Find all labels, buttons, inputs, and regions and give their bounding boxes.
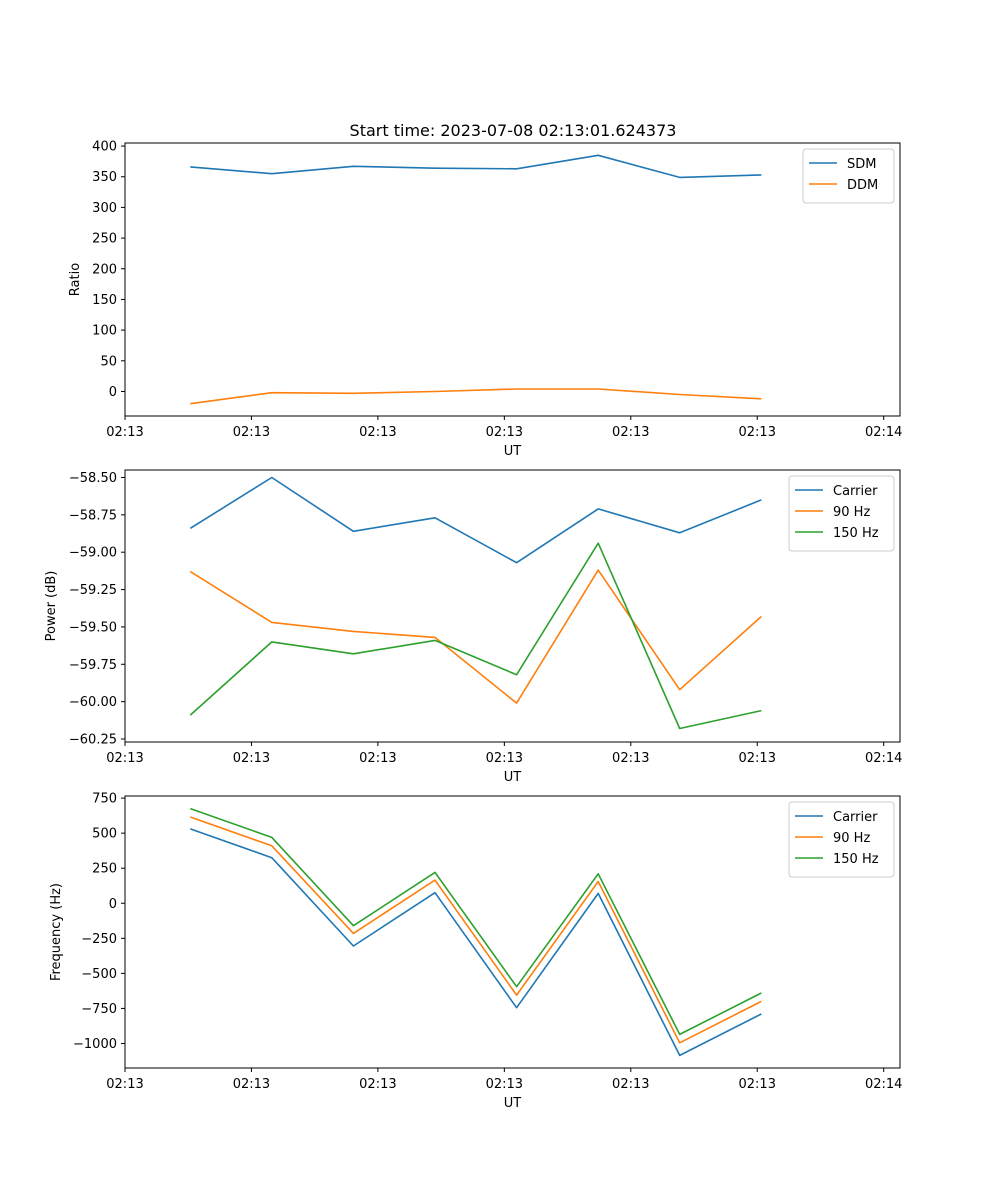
subplot-1: 02:13 02:13 02:13 02:13 02:13 02:13 02:14 400 35… [68, 140, 902, 459]
legend-label: 150 Hz [833, 526, 879, 541]
y-axis-label: Power (dB) [44, 571, 59, 642]
x-tick-label: 02:13 [233, 425, 270, 440]
axes-frame [124, 142, 901, 417]
x-axis-label: UT [504, 444, 522, 459]
series-line-90-hz [190, 816, 762, 1044]
x-tick-label: 02:13 [612, 1077, 649, 1092]
legend: SDM DDM [802, 148, 895, 204]
x-axis-label: UT [504, 770, 522, 785]
y-tick-label: −60.00 [69, 695, 117, 710]
subplot-2: 02:13 02:13 02:13 02:13 02:13 02:13 02:14 −58.5… [44, 469, 902, 785]
x-tick-label: 02:13 [612, 425, 649, 440]
legend-label: 90 Hz [833, 831, 870, 846]
legend: Carrier 90 Hz 150 Hz [788, 801, 895, 878]
legend-label: Carrier [833, 484, 878, 499]
y-tick-label: −58.75 [69, 508, 117, 523]
x-tick-label: 02:13 [486, 425, 523, 440]
y-tick-label: 200 [92, 262, 117, 277]
x-tick-label: 02:13 [739, 425, 776, 440]
y-tick-label: −500 [81, 967, 117, 982]
series-line-carrier [190, 828, 762, 1057]
series-line-90-hz [189, 569, 762, 704]
x-tick-label: 02:14 [865, 1077, 902, 1092]
legend: Carrier 90 Hz 150 Hz [788, 475, 895, 552]
x-tick-label: 02:13 [359, 1077, 396, 1092]
x-tick-label: 02:14 [865, 425, 902, 440]
legend-label: 90 Hz [833, 505, 870, 520]
y-tick-label: 0 [109, 897, 117, 912]
x-tick-label: 02:14 [865, 751, 902, 766]
series-line-150-hz [190, 807, 762, 1036]
y-tick-label: −59.00 [69, 546, 117, 561]
series-line-carrier [189, 476, 762, 564]
y-axis-label: Frequency (Hz) [49, 883, 64, 981]
x-tick-label: 02:13 [486, 1077, 523, 1092]
y-tick-label: 750 [92, 792, 117, 807]
x-tick-label: 02:13 [359, 425, 396, 440]
y-tick-label: 400 [92, 140, 117, 155]
y-tick-label: 100 [92, 324, 117, 339]
y-tick-label: −59.25 [69, 583, 117, 598]
x-tick-label: 02:13 [233, 751, 270, 766]
y-tick-label: −60.25 [69, 733, 117, 748]
series-line-ddm [190, 388, 762, 405]
y-tick-label: 250 [92, 232, 117, 247]
y-tick-label: 500 [92, 827, 117, 842]
x-tick-label: 02:13 [233, 1077, 270, 1092]
legend-label: Carrier [833, 810, 878, 825]
y-tick-label: 250 [92, 862, 117, 877]
legend-label: 150 Hz [833, 852, 879, 867]
x-axis-label: UT [504, 1096, 522, 1111]
series-line-150-hz [189, 542, 762, 730]
legend-label: SDM [847, 157, 876, 172]
y-tick-label: −59.50 [69, 620, 117, 635]
y-tick-label: −1000 [73, 1037, 117, 1052]
x-tick-label: 02:13 [486, 751, 523, 766]
y-tick-label: −58.50 [69, 471, 117, 486]
series-line-sdm [190, 154, 762, 179]
x-tick-label: 02:13 [739, 751, 776, 766]
y-tick-label: 0 [109, 385, 117, 400]
x-tick-label: 02:13 [106, 751, 143, 766]
axes-frame [124, 795, 901, 1069]
x-tick-label: 02:13 [739, 1077, 776, 1092]
axes-frame [124, 469, 901, 743]
x-tick-label: 02:13 [106, 1077, 143, 1092]
y-axis-label: Ratio [68, 263, 83, 296]
y-tick-label: 50 [100, 354, 117, 369]
subplot-3: 02:13 02:13 02:13 02:13 02:13 02:13 02:14 750 50… [49, 792, 902, 1111]
y-tick-label: −59.75 [69, 658, 117, 673]
figure-title: Start time: 2023-07-08 02:13:01.624373 [350, 121, 677, 140]
y-tick-label: −750 [81, 1002, 117, 1017]
y-tick-label: −250 [81, 932, 117, 947]
x-tick-label: 02:13 [359, 751, 396, 766]
y-tick-label: 300 [92, 201, 117, 216]
x-tick-label: 02:13 [106, 425, 143, 440]
y-tick-label: 350 [92, 170, 117, 185]
x-tick-label: 02:13 [612, 751, 649, 766]
y-tick-label: 150 [92, 293, 117, 308]
legend-label: DDM [847, 178, 878, 193]
